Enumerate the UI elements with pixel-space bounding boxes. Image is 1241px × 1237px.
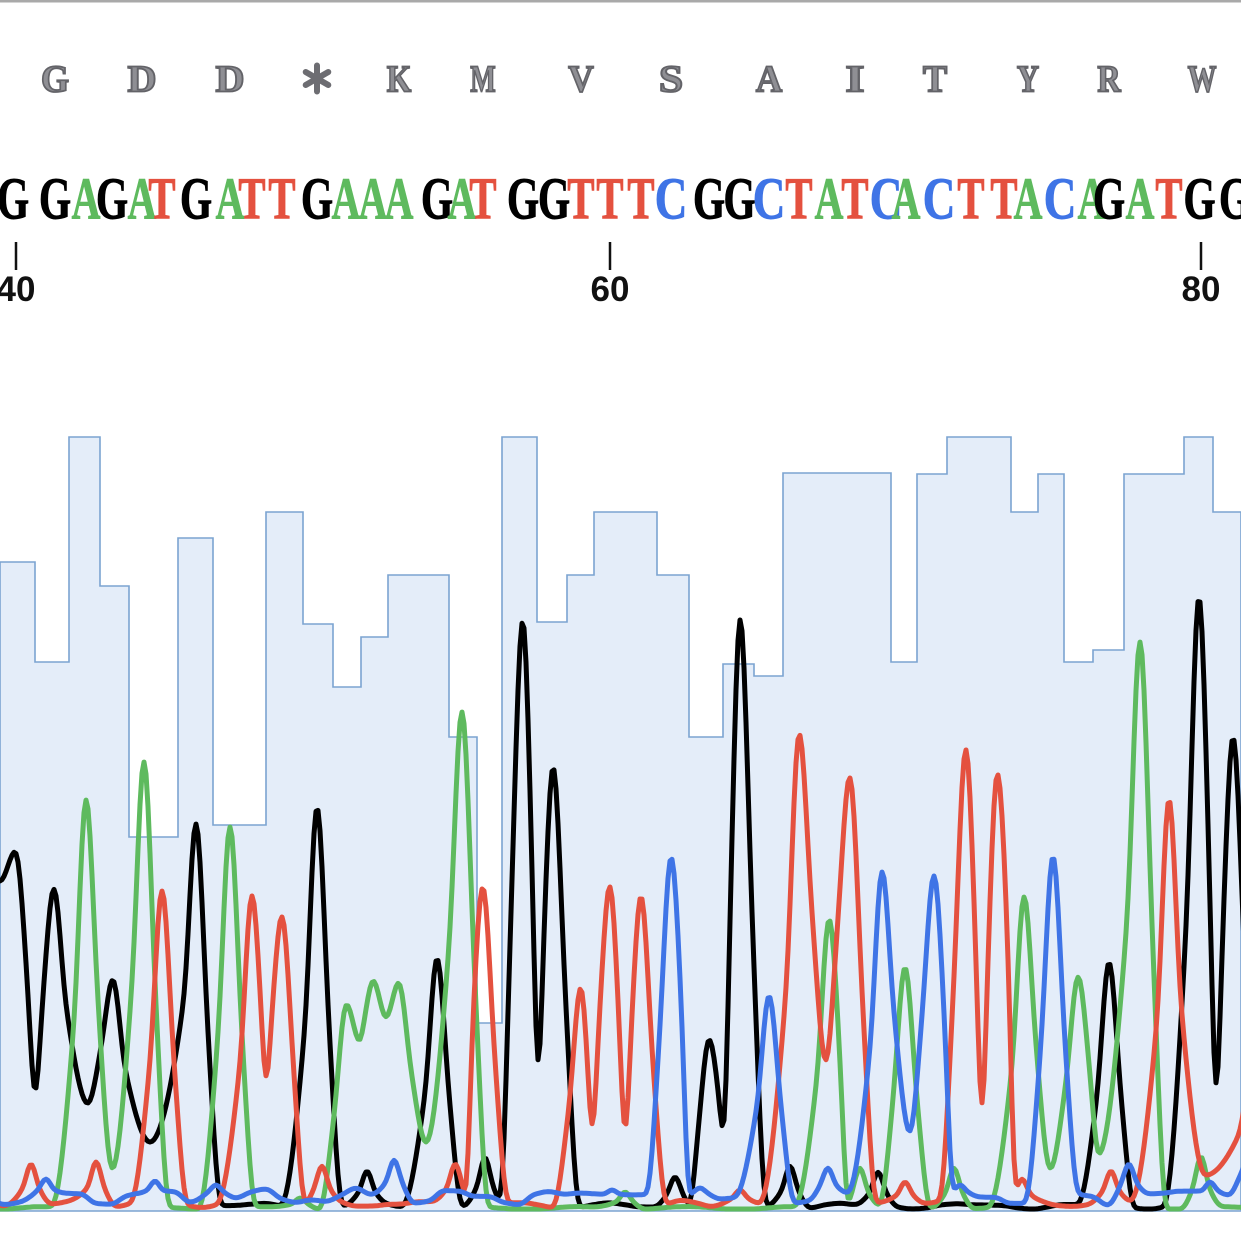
svg-text:D: D <box>127 59 156 101</box>
svg-text:A: A <box>216 166 245 232</box>
svg-text:G: G <box>301 168 333 233</box>
svg-text:C: C <box>655 167 688 232</box>
svg-text:T: T <box>148 166 175 231</box>
svg-text:Y: Y <box>1017 59 1039 101</box>
svg-text:C: C <box>753 167 786 232</box>
svg-text:A: A <box>332 166 361 232</box>
svg-text:A: A <box>1126 166 1155 232</box>
svg-text:T: T <box>785 166 812 231</box>
svg-text:V: V <box>568 57 594 99</box>
svg-text:A: A <box>72 166 101 232</box>
svg-text:G: G <box>180 168 212 233</box>
svg-text:G: G <box>1183 168 1215 233</box>
svg-text:T: T <box>627 166 654 231</box>
svg-text:T: T <box>923 59 947 101</box>
svg-text:T: T <box>957 166 984 231</box>
svg-text:A: A <box>128 166 157 232</box>
svg-text:G: G <box>1219 168 1241 233</box>
svg-text:D: D <box>215 59 244 101</box>
svg-text:I: I <box>845 58 864 100</box>
svg-text:G: G <box>96 168 128 233</box>
svg-text:C: C <box>923 167 956 232</box>
svg-text:40: 40 <box>0 270 35 309</box>
svg-text:G: G <box>693 168 725 233</box>
svg-text:G: G <box>421 168 453 233</box>
svg-text:A: A <box>815 166 844 232</box>
svg-text:T: T <box>469 166 496 231</box>
svg-text:G: G <box>41 59 69 101</box>
svg-text:R: R <box>1097 58 1121 100</box>
svg-text:M: M <box>470 59 495 101</box>
svg-text:T: T <box>238 166 265 231</box>
svg-text:G: G <box>1093 168 1125 233</box>
svg-text:60: 60 <box>591 270 630 309</box>
svg-text:A: A <box>359 166 388 232</box>
svg-text:C: C <box>870 167 903 232</box>
svg-text:G: G <box>538 168 570 233</box>
svg-text:G: G <box>0 168 29 233</box>
svg-text:A: A <box>1078 166 1107 232</box>
svg-text:A: A <box>385 166 414 232</box>
svg-text:G: G <box>723 168 755 233</box>
svg-text:A: A <box>892 166 921 232</box>
svg-text:K: K <box>387 58 412 100</box>
svg-text:80: 80 <box>1182 270 1221 309</box>
svg-text:T: T <box>567 166 594 231</box>
svg-text:T: T <box>1155 166 1182 231</box>
svg-text:G: G <box>507 168 539 233</box>
svg-text:T: T <box>841 166 868 231</box>
svg-text:W: W <box>1188 59 1217 101</box>
svg-text:T: T <box>268 166 295 231</box>
svg-text:C: C <box>1044 167 1077 232</box>
svg-text:A: A <box>1014 166 1043 232</box>
svg-text:A: A <box>448 166 477 232</box>
svg-text:G: G <box>39 168 71 233</box>
svg-text:S: S <box>659 58 683 100</box>
svg-text:T: T <box>990 166 1017 231</box>
svg-text:T: T <box>596 166 623 231</box>
svg-text:A: A <box>756 59 782 101</box>
